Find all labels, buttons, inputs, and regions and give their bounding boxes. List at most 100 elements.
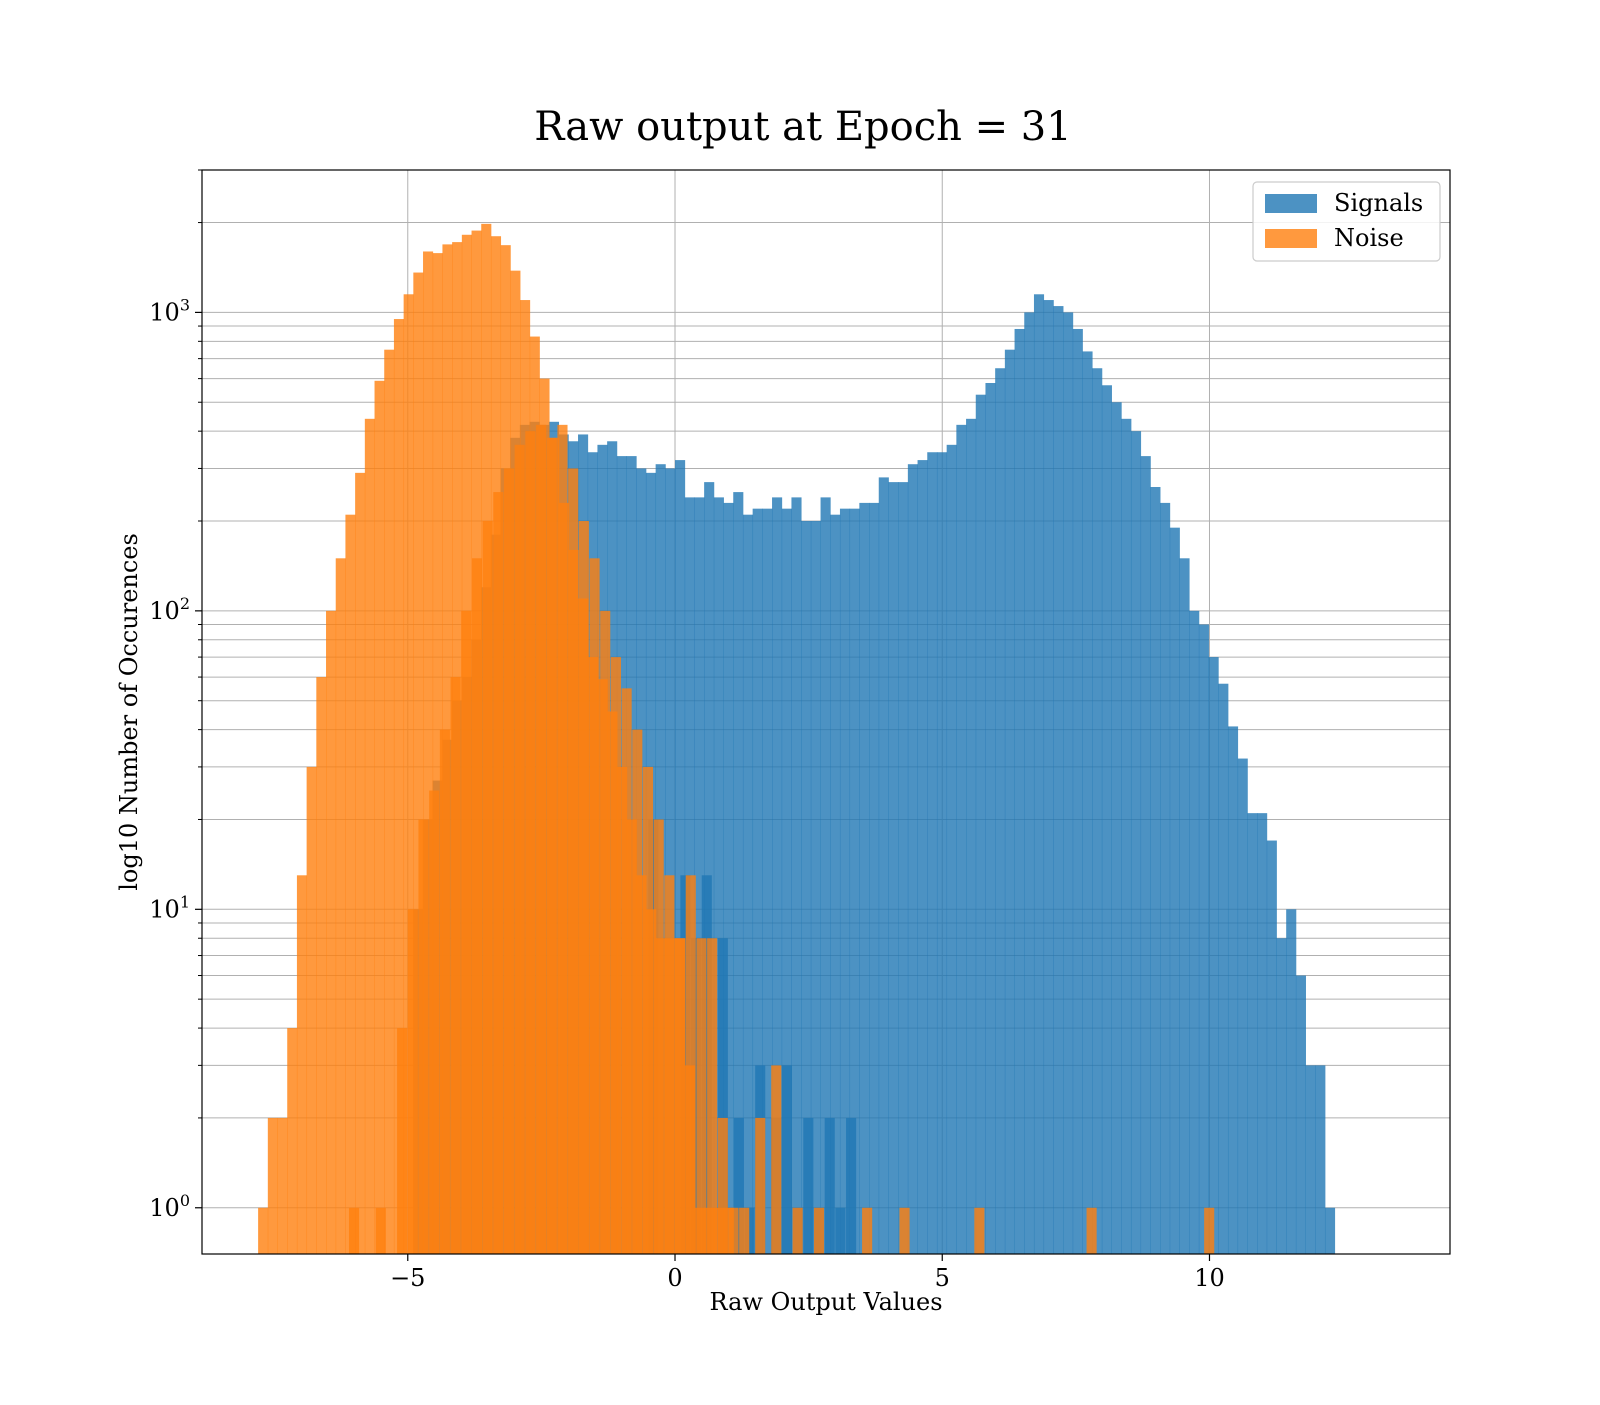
noise-bar <box>374 380 385 1254</box>
noise-bar <box>335 558 346 1254</box>
y-tick-label: 103 <box>149 295 190 326</box>
signals-bar <box>742 514 754 1254</box>
noise-bar <box>792 1207 803 1254</box>
signals-bar <box>1004 349 1015 1254</box>
legend: Signals Noise <box>1252 181 1441 262</box>
signals-bar <box>956 424 967 1255</box>
noise-bar <box>653 819 664 1254</box>
signals-bar <box>1179 558 1190 1254</box>
noise-bar <box>296 875 308 1254</box>
signals-bar <box>1063 312 1074 1255</box>
signals-bar <box>1198 624 1209 1254</box>
noise-bar <box>520 300 531 1254</box>
signals-bar <box>803 1117 814 1254</box>
noise-bar <box>568 468 579 1254</box>
legend-label-noise: Noise <box>1334 224 1404 252</box>
signals-bar <box>846 1117 857 1254</box>
noise-bar <box>429 790 440 1254</box>
signals-bar <box>888 482 899 1254</box>
noise-bar <box>403 294 414 1254</box>
noise-bar <box>397 1028 408 1254</box>
signals-bar <box>1072 328 1083 1254</box>
legend-label-signals: Signals <box>1334 189 1423 217</box>
signals-bar <box>869 502 880 1254</box>
legend-swatch-signals <box>1265 194 1317 213</box>
signals-bar <box>966 418 977 1254</box>
signals-bar <box>917 460 928 1254</box>
signals-bar <box>1092 368 1103 1254</box>
noise-bar <box>413 272 424 1254</box>
noise-bar <box>626 819 637 1254</box>
noise-bar <box>632 729 643 1254</box>
signals-bar <box>744 1207 755 1254</box>
signals-bar <box>733 492 744 1254</box>
signals-bar <box>1189 610 1200 1254</box>
noise-bar <box>418 819 429 1254</box>
noise-bar <box>546 437 557 1254</box>
noise-bar <box>664 875 675 1254</box>
signals-bar <box>1305 1065 1316 1254</box>
noise-bar <box>1086 1207 1097 1254</box>
noise-bar <box>707 938 718 1254</box>
signals-bar <box>1247 813 1258 1254</box>
signals-bar <box>1324 1207 1336 1254</box>
signals-bar <box>772 497 783 1254</box>
signals-bar <box>1053 306 1064 1254</box>
signals-bar <box>1227 726 1239 1254</box>
signals-bar <box>752 508 763 1255</box>
noise-bar <box>423 251 434 1254</box>
signals-bar <box>830 514 841 1254</box>
noise-bar <box>348 1207 360 1254</box>
y-axis-ticks: 100 101 102 103 <box>149 169 202 1222</box>
signals-bar <box>849 508 860 1255</box>
noise-bar <box>557 424 568 1255</box>
noise-bar <box>578 521 589 1254</box>
signals-bar <box>1150 487 1161 1255</box>
signals-bar <box>824 1117 835 1254</box>
noise-bar <box>306 766 317 1254</box>
signals-bar <box>762 508 773 1255</box>
signals-bar <box>985 383 996 1254</box>
signals-bar <box>1169 527 1180 1254</box>
signals-bar <box>820 497 831 1254</box>
signals-bar <box>1121 418 1132 1254</box>
noise-bar <box>610 657 621 1254</box>
noise-bar <box>899 1207 910 1254</box>
y-tick-label: 101 <box>149 892 190 923</box>
signals-bar <box>1014 328 1025 1254</box>
signals-bar <box>995 368 1006 1254</box>
noise-bar <box>739 1207 750 1254</box>
signals-bar <box>1140 456 1151 1255</box>
signals-bar <box>898 482 909 1254</box>
chart-title: Raw output at Epoch = 31 <box>534 104 1071 150</box>
noise-bar <box>258 1207 269 1254</box>
signals-bar <box>946 444 957 1254</box>
signals-bar <box>801 521 812 1254</box>
noise-bars <box>258 223 1215 1255</box>
noise-bar <box>267 1117 278 1254</box>
noise-bar <box>316 677 327 1254</box>
legend-swatch-noise <box>1265 229 1317 248</box>
noise-bar <box>450 677 461 1254</box>
noise-bar <box>813 1207 825 1254</box>
noise-bar <box>287 1028 298 1254</box>
noise-bar <box>696 938 707 1254</box>
noise-bar <box>589 558 600 1254</box>
signals-bar <box>1218 683 1229 1254</box>
noise-bar <box>514 444 525 1254</box>
noise-bar <box>525 431 536 1255</box>
signals-bar <box>723 502 734 1254</box>
signals-bar <box>878 477 889 1255</box>
signals-bar <box>1160 502 1171 1254</box>
noise-bar <box>355 472 366 1255</box>
signals-bar <box>1101 385 1112 1254</box>
noise-bar <box>493 492 504 1254</box>
signals-bar <box>1237 758 1248 1254</box>
signals-bar <box>1286 909 1297 1254</box>
signals-bar <box>1082 351 1093 1254</box>
noise-bar <box>600 610 611 1254</box>
signals-bar <box>835 1207 846 1254</box>
x-tick-label: −5 <box>390 1264 425 1292</box>
